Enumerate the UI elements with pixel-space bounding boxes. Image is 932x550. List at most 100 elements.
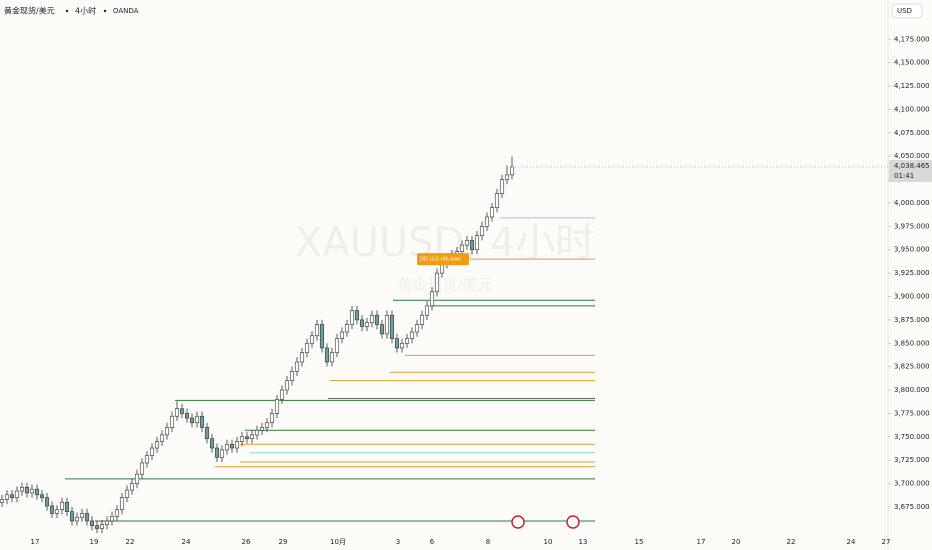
candle-body [319,324,325,349]
candle-body [439,263,445,274]
currency[interactable]: USD [897,7,912,15]
candle-body [39,494,45,498]
x-tick-label: 13 [579,538,588,546]
y-tick-label: 3,675.000 [894,503,930,511]
symbol[interactable]: 黄金现货/美元 [4,6,55,16]
candle-body [34,488,40,496]
candle-body [334,338,340,353]
candle-body [79,513,85,518]
candle-body [99,524,105,529]
candle-body [509,166,515,176]
candle-body [264,422,270,428]
candle-body [294,361,300,372]
candle-body [479,226,485,236]
header: 黄金现货/美元 4小时 OANDA [4,6,139,16]
candle-body [159,434,165,442]
y-tick-label: 4,150.000 [894,59,930,67]
candle-body [414,324,420,333]
candle-body [124,489,130,498]
candle-body [139,462,145,475]
candle-body [54,509,60,514]
candle-body [354,310,360,321]
y-tick-label: 3,900.000 [894,292,930,300]
candle-body [234,441,240,449]
x-tick-label: 22 [787,538,796,546]
event-icon[interactable] [511,515,525,529]
candle-body [249,434,255,439]
interval[interactable]: 4小时 [75,6,96,16]
candle-body [24,486,30,494]
y-tick-label: 4,075.000 [894,129,930,137]
x-tick-label: 26 [242,538,251,546]
event-icon[interactable] [566,515,580,529]
candle-body [409,331,415,339]
candle-body [64,501,70,512]
y-tick-label: 3,925.000 [894,269,930,277]
candle-body [199,415,205,428]
candle-body [259,427,265,431]
candle-body [219,449,225,458]
candle-body [399,342,405,349]
y-tick-label: 4,175.000 [894,35,930,43]
y-tick-label: 3,800.000 [894,386,930,394]
candle-body [324,347,330,363]
candle-body [169,415,175,428]
y-tick-label: 3,975.000 [894,222,930,230]
candle-body [194,415,200,424]
x-tick-label: 19 [90,538,99,546]
x-tick-label: 10 [544,538,553,546]
candle-body [244,436,250,439]
candle-body [94,525,100,529]
candle-body [314,324,320,337]
candle-body [424,305,430,316]
plot: 3,675.000 3,700.000 3,725.000 3,750.000 3,77… [0,35,932,546]
x-tick-label: 24 [182,538,191,546]
candle-body [469,240,475,251]
candle-body [394,338,400,349]
candle-body [339,331,345,339]
last-price: 4,038.465 [894,162,930,170]
watermark-subtitle: 黄金现货/美元 [397,276,492,294]
candle-body [359,319,365,327]
currency-button[interactable] [891,3,923,19]
candle-body [229,443,235,449]
candle-body [154,441,160,449]
candle-body [69,511,75,522]
candle-body [389,314,395,339]
candle-body [419,314,425,325]
candle-body [179,408,185,414]
y-tick-label: 4,100.000 [894,105,930,113]
candle-body [224,443,230,451]
y-tick-label: 3,825.000 [894,363,930,371]
candle-body [489,207,495,218]
candle-body [299,352,305,363]
y-tick-label: 3,775.000 [894,409,930,417]
candle-body [84,513,90,522]
candle-body [239,436,245,442]
badge [417,253,469,266]
last-price-box [889,159,932,182]
candle-body [274,399,280,414]
candle-body [0,499,5,503]
candle-body [464,240,470,246]
x-tick-label: 24 [847,538,856,546]
event-icons [511,515,580,529]
candle-body [49,505,55,514]
x-tick-label: 20 [732,538,741,546]
candle-body [309,335,315,344]
candle-body [89,520,95,526]
candle-body [214,447,220,458]
candle-body [499,179,505,194]
candle-body [329,352,335,363]
candle-body [74,516,80,522]
candle-body [344,324,350,333]
candle-body [109,515,115,522]
candle-body [144,455,150,464]
candle-body [134,473,140,484]
candle-body [19,486,25,492]
candle-body [374,314,380,325]
candle-body [44,497,50,507]
x-tick-label: 3 [396,538,400,546]
